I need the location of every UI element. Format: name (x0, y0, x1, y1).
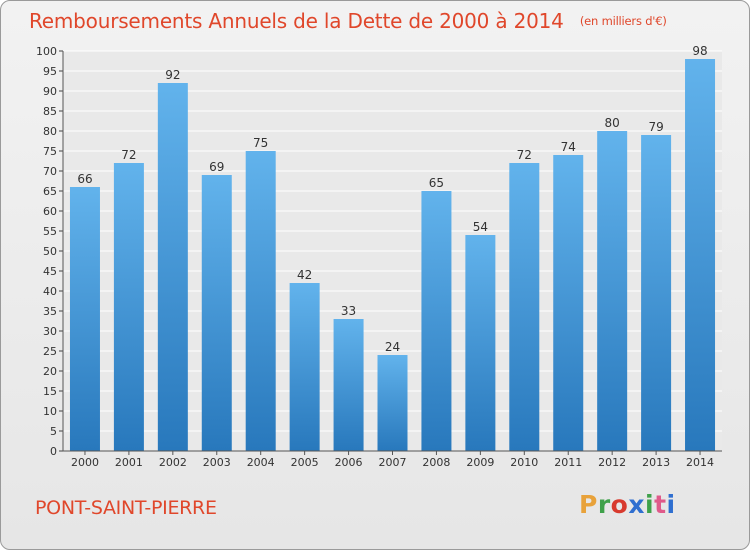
x-tick-label: 2004 (247, 456, 275, 469)
bar-2003 (201, 175, 232, 451)
y-axis: 0 5 10 15 20 25 30 35 40 45 50 55 60 65 70 75 80 85 90 95 10… (36, 45, 64, 458)
y-tick-label: 90 (43, 85, 57, 98)
bar-value-label: 80 (605, 116, 620, 130)
y-tick-label: 35 (43, 305, 57, 318)
y-tick-label: 75 (43, 145, 57, 158)
y-tick-label: 80 (43, 125, 57, 138)
y-tick-label: 5 (50, 425, 57, 438)
bar-2012 (597, 131, 628, 451)
logo-letter: i (645, 490, 655, 519)
y-tick-label: 50 (43, 245, 57, 258)
bar-value-label: 79 (648, 120, 663, 134)
bar-value-label: 98 (692, 44, 707, 58)
x-tick-label: 2007 (379, 456, 407, 469)
y-tick-label: 25 (43, 345, 57, 358)
x-tick-label: 2014 (686, 456, 714, 469)
y-tick-label: 85 (43, 105, 57, 118)
bar-2001 (113, 163, 144, 451)
y-tick-label: 10 (43, 405, 57, 418)
bar-2005 (289, 283, 320, 451)
y-tick-label: 30 (43, 325, 57, 338)
logo-letter: P (579, 490, 598, 519)
logo-letter: x (628, 490, 645, 519)
logo-letter: t (654, 490, 667, 519)
bar-2000 (69, 187, 100, 451)
bar-value-label: 65 (429, 176, 444, 190)
y-tick-label: 55 (43, 225, 57, 238)
bar-2002 (157, 83, 188, 451)
y-tick-label: 95 (43, 65, 57, 78)
logo-letter: i (666, 490, 676, 519)
bar-value-label: 33 (341, 304, 356, 318)
bar-value-label: 24 (385, 340, 400, 354)
proxiti-logo: Proxiti (579, 490, 676, 519)
y-tick-label: 60 (43, 205, 57, 218)
x-tick-label: 2009 (466, 456, 494, 469)
chart-title-unit: (en milliers d'€) (579, 14, 667, 28)
bar-value-label: 72 (517, 148, 532, 162)
x-tick-label: 2010 (510, 456, 538, 469)
bar-value-label: 72 (121, 148, 136, 162)
y-tick-label: 70 (43, 165, 57, 178)
x-axis: 2000 2001 2002 2003 2004 2005 2006 2007 2008 2009… (63, 450, 722, 469)
chart-title-main: Remboursements Annuels de la Dette de 20… (29, 9, 564, 33)
commune-name: PONT-SAINT-PIERRE (35, 497, 217, 519)
bars: 66 72 92 69 75 42 33 24 65 54 72 74 80 79 98 (69, 44, 716, 451)
bar-value-label: 66 (77, 172, 92, 186)
x-tick-label: 2003 (203, 456, 231, 469)
x-tick-label: 2008 (422, 456, 450, 469)
bar-value-label: 42 (297, 268, 312, 282)
bar-2011 (553, 155, 584, 451)
y-tick-label: 45 (43, 265, 57, 278)
y-tick-label: 0 (50, 445, 57, 458)
bar-2010 (509, 163, 540, 451)
bar-2014 (685, 59, 716, 451)
x-tick-label: 2000 (71, 456, 99, 469)
bar-2006 (333, 319, 364, 451)
y-tick-label: 65 (43, 185, 57, 198)
logo-letter: o (610, 490, 629, 519)
x-tick-label: 2006 (335, 456, 363, 469)
bar-2008 (421, 191, 452, 451)
y-tick-label: 40 (43, 285, 57, 298)
bar-2007 (377, 355, 408, 451)
x-tick-label: 2005 (291, 456, 319, 469)
y-tick-label: 20 (43, 365, 57, 378)
bar-2013 (641, 135, 672, 451)
x-tick-label: 2002 (159, 456, 187, 469)
bar-value-label: 75 (253, 136, 268, 150)
bar-2009 (465, 235, 496, 451)
chart-title: Remboursements Annuels de la Dette de 20… (29, 9, 667, 33)
x-tick-label: 2012 (598, 456, 626, 469)
bar-value-label: 54 (473, 220, 488, 234)
y-tick-label: 100 (36, 45, 57, 58)
x-tick-label: 2011 (554, 456, 582, 469)
logo-letter: r (597, 490, 611, 519)
x-tick-label: 2013 (642, 456, 670, 469)
bar-value-label: 92 (165, 68, 180, 82)
bar-2004 (245, 151, 276, 451)
x-tick-label: 2001 (115, 456, 143, 469)
y-tick-label: 15 (43, 385, 57, 398)
bar-value-label: 74 (561, 140, 576, 154)
bar-value-label: 69 (209, 160, 224, 174)
